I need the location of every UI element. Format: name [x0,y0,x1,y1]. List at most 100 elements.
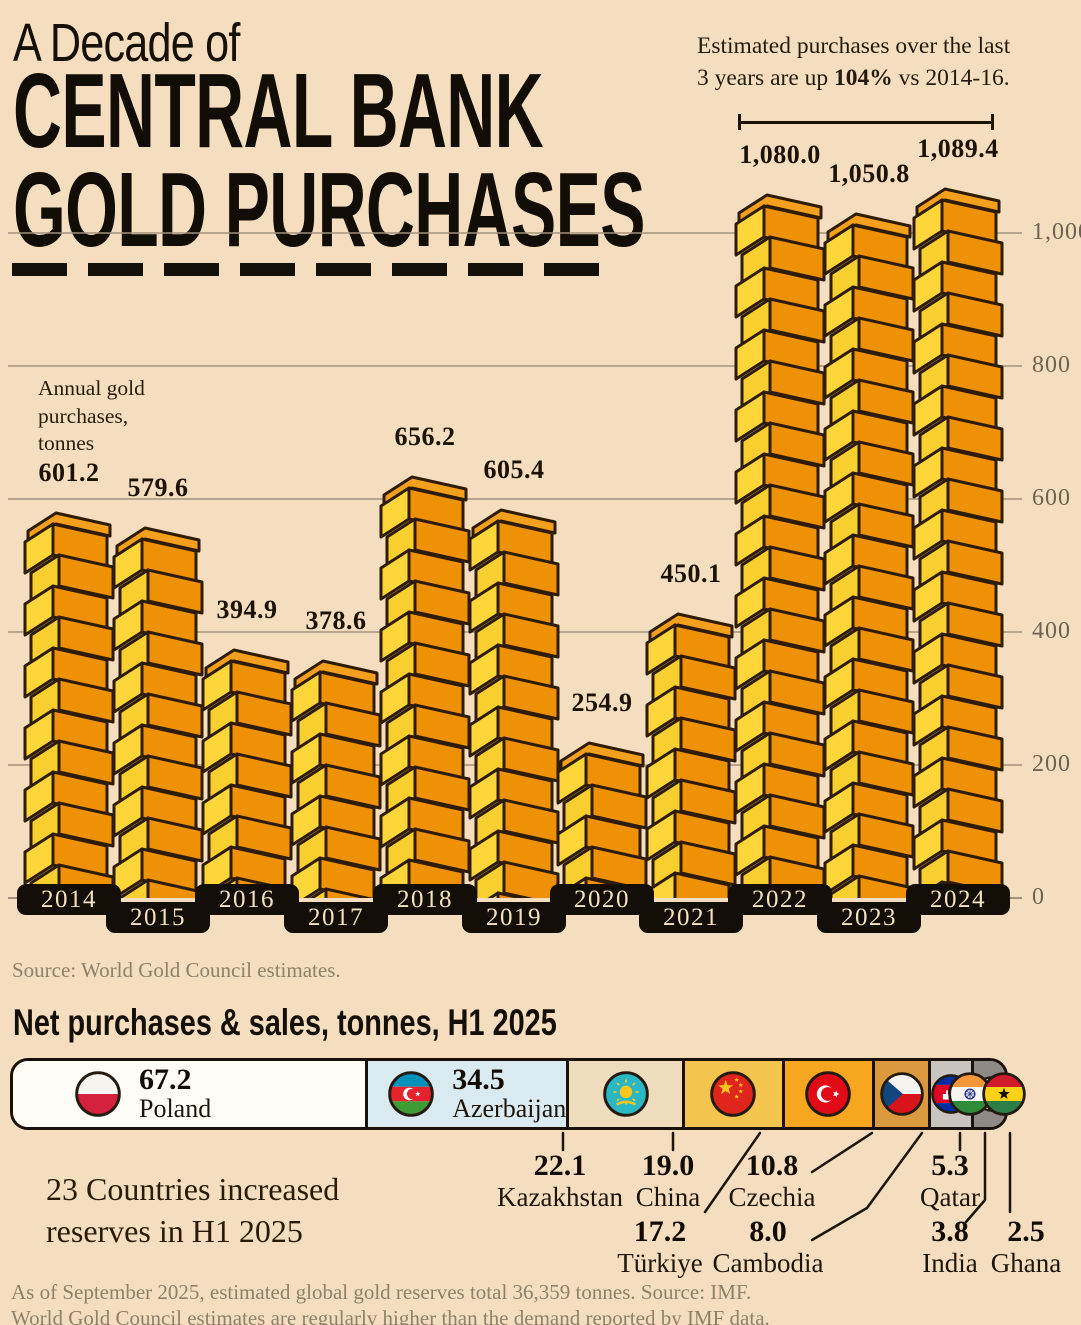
annotation: Estimated purchases over the last 3 year… [697,30,1077,95]
annotation-line2-post: vs 2014-16. [892,65,1010,92]
bracket-cap-left [738,114,741,130]
poland-name: Poland [139,1093,212,1123]
label-ghana: 2.5 Ghana [991,1216,1061,1278]
y-axis-label-line1: Annual gold [38,376,145,400]
y-tick-label: 200 [1032,750,1071,777]
y-tick-label: 400 [1032,617,1071,644]
gridline [8,232,1022,234]
footer-line1: As of September 2025, estimated global g… [11,1280,752,1304]
bracket-cap-right [991,114,994,130]
title-kicker: A Decade of [13,13,240,73]
title-underline [12,263,604,276]
ghana-overlay-flag [982,1072,1026,1121]
china-value: 19.0 [641,1149,695,1182]
turkiye-flag-icon [805,1071,852,1117]
india-flag-icon [948,1072,992,1116]
azerbaijan-flag-icon [388,1071,434,1117]
label-china: 19.0 China [636,1150,701,1212]
gold-bar-2022 [734,180,826,970]
label-qatar: 5.3 Qatar [920,1150,980,1212]
gold-bar-2016 [201,635,293,960]
label-cambodia: 8.0 Cambodia [713,1216,824,1278]
gold-bar-2021 [645,599,737,955]
y-axis-label-line2: purchases, [38,403,129,428]
y-tick-label: 0 [1032,883,1045,910]
czechia-flag-icon [879,1072,924,1116]
india-value: 3.8 [931,1215,969,1248]
segment-turkiye [781,1061,872,1127]
cambodia-value: 8.0 [749,1215,787,1248]
title-line2: GOLD PURCHASES [13,150,645,269]
bracket-line [738,121,994,124]
year-pill-2019: 2019 [462,902,566,933]
china-flag-icon [710,1071,757,1117]
ghana-name: Ghana [990,1247,1062,1278]
segment-czechia [871,1061,929,1127]
gold-bar-2017 [290,646,382,971]
turkiye-value: 17.2 [633,1215,687,1248]
year-pill-2020: 2020 [550,884,654,915]
y-tick-label: 800 [1032,351,1071,378]
gold-bar-2020 [556,728,648,960]
bar-value-label: 378.6 [305,606,367,635]
baseline-tick-right [1004,897,1022,899]
segment-azerbaijan: 34.5 Azerbaijan [365,1061,567,1127]
qatar-value: 5.3 [931,1149,969,1182]
bar-chart: 0 200 400 600 800 1,000 601.2 2014 579.6 2015 394.… [8,134,1081,978]
bar-value-label: 601.2 [38,458,100,487]
section-heading-text: Net purchases & sales, tonnes, H1 2025 [13,1002,557,1043]
gold-bar-2024 [912,174,1004,964]
bar-value-label: 254.9 [571,688,633,717]
gold-bar-2015 [112,513,204,962]
page-title: CENTRAL BANK GOLD PURCHASES [13,58,1000,263]
gold-bar-2023 [823,199,915,958]
azerbaijan-value: 34.5 [452,1062,505,1096]
y-tick-label: 1,000 [1032,218,1081,245]
annotation-line2-bold: 104% [834,65,893,92]
label-czechia: 10.8 Czechia [729,1150,816,1212]
india-name: India [922,1247,978,1278]
year-pill-2015: 2015 [106,902,210,933]
note-line1: 23 Countries increased [46,1171,340,1207]
year-pill-2022: 2022 [728,884,832,915]
year-pill-2016: 2016 [195,884,299,915]
ghana-value: 2.5 [1007,1215,1045,1248]
bar-value-label: 1,050.8 [828,159,910,188]
footer-line2: World Gold Council estimates are regular… [11,1305,770,1325]
kazakhstan-flag-icon [602,1071,649,1117]
year-pill-2018: 2018 [373,884,477,915]
czechia-value: 10.8 [745,1149,799,1182]
year-pill-2021: 2021 [639,902,743,933]
footer: As of September 2025, estimated global g… [11,1280,1071,1325]
gold-bar-2018 [379,462,471,973]
qatar-name: Qatar [920,1181,980,1212]
label-kazakhstan: 22.1 Kazakhstan [497,1150,623,1212]
label-india: 3.8 India [922,1216,977,1278]
annotation-line2-pre: 3 years are up [697,65,835,92]
section-heading: Net purchases & sales, tonnes, H1 2025 [13,1002,710,1044]
segment-china [682,1061,782,1127]
bar-value-label: 579.6 [127,473,189,502]
segment-kazakhstan [566,1061,683,1127]
china-name: China [635,1181,701,1212]
bar-value-label: 656.2 [394,422,456,451]
poland-value: 67.2 [139,1062,192,1096]
bar-value-label: 1,080.0 [739,140,821,169]
czechia-name: Czechia [728,1181,816,1212]
countries-note: 23 Countries increased reserves in H1 20… [46,1168,339,1252]
title-line1: CENTRAL BANK [13,52,544,170]
year-pill-2017: 2017 [284,902,388,933]
year-pill-2024: 2024 [906,884,1010,915]
gridline [8,365,1022,367]
annotation-line1: Estimated purchases over the last [697,33,1011,59]
y-tick-label: 600 [1032,484,1071,511]
country-stacked-bar: 67.2 Poland 34.5 Azerbaijan [10,1058,1026,1130]
segment-poland: 67.2 Poland [13,1061,366,1127]
note-line2: reserves in H1 2025 [46,1213,303,1250]
bar-value-label: 450.1 [660,559,722,588]
label-turkiye: 17.2 Türkiye [617,1216,702,1278]
azerbaijan-name: Azerbaijan [452,1093,567,1123]
bar-value-label: 1,089.4 [917,134,999,163]
gold-bar-2014 [23,498,115,978]
